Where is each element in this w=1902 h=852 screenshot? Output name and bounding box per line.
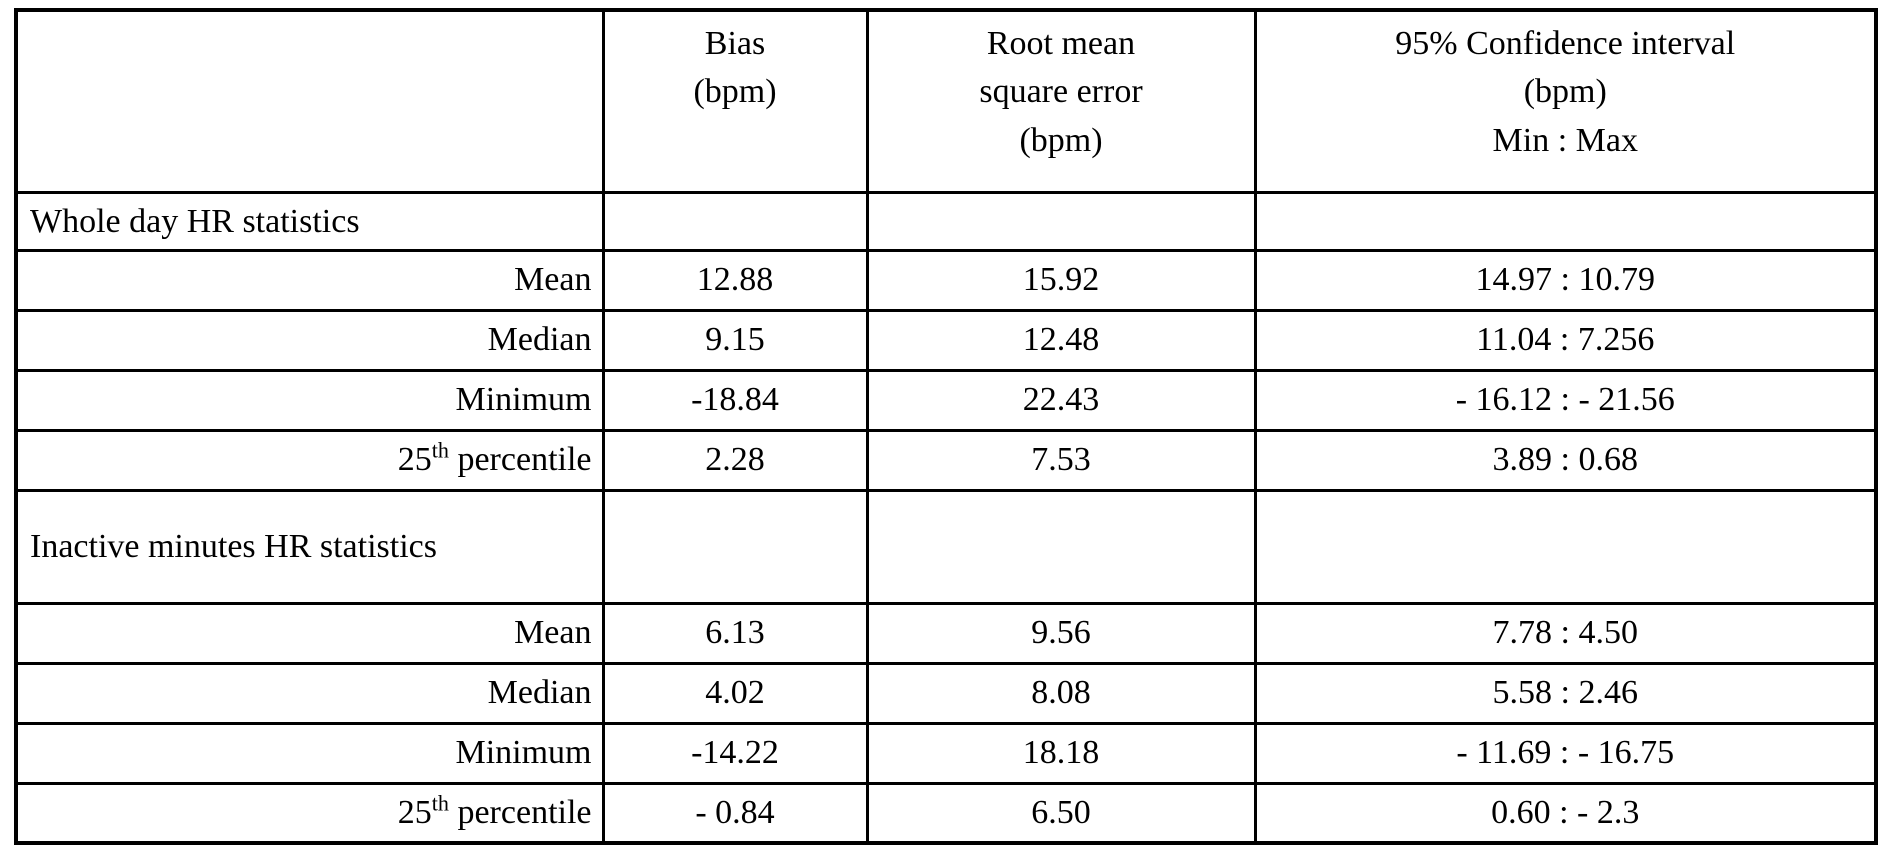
bias-value: 4.02 [601, 661, 869, 725]
section-title: Whole day HR statistics [14, 190, 605, 252]
bias-value: 12.88 [601, 248, 869, 312]
rmse-value: 6.50 [865, 781, 1257, 845]
row-label-percentile: 25th percentile [14, 428, 605, 492]
ci-value: 11.04 : 7.256 [1253, 308, 1878, 372]
ci-value: 14.97 : 10.79 [1253, 248, 1878, 312]
ordinal-superscript: th [431, 437, 449, 463]
table-row: Median 4.02 8.08 5.58 : 2.46 [14, 661, 1878, 725]
rmse-value: 8.08 [865, 661, 1257, 725]
bias-value: 6.13 [601, 601, 869, 665]
rmse-value: 12.48 [865, 308, 1257, 372]
table-row: Mean 6.13 9.56 7.78 : 4.50 [14, 601, 1878, 665]
rmse-value: 9.56 [865, 601, 1257, 665]
ci-value: - 16.12 : - 21.56 [1253, 368, 1878, 432]
bias-value: -14.22 [601, 721, 869, 785]
table-header-row: Bias (bpm) Root mean square error (bpm) … [14, 8, 1878, 194]
header-empty-cell [14, 8, 605, 194]
empty-cell [865, 190, 1257, 252]
table-row: Minimum -14.22 18.18 - 11.69 : - 16.75 [14, 721, 1878, 785]
bias-value: 9.15 [601, 308, 869, 372]
section-row-inactive-minutes: Inactive minutes HR statistics [14, 488, 1878, 605]
bias-value: -18.84 [601, 368, 869, 432]
header-rmse: Root mean square error (bpm) [865, 8, 1257, 194]
percentile-word: percentile [448, 441, 592, 478]
rmse-value: 7.53 [865, 428, 1257, 492]
row-label: Median [14, 308, 605, 372]
bias-value: 2.28 [601, 428, 869, 492]
row-label: Minimum [14, 368, 605, 432]
ci-value: 5.58 : 2.46 [1253, 661, 1878, 725]
empty-cell [601, 488, 869, 605]
row-label: Median [14, 661, 605, 725]
ci-value: 7.78 : 4.50 [1253, 601, 1878, 665]
empty-cell [1253, 488, 1878, 605]
header-confidence-interval: 95% Confidence interval (bpm) Min : Max [1253, 8, 1878, 194]
table-row: Minimum -18.84 22.43 - 16.12 : - 21.56 [14, 368, 1878, 432]
table-row: 25th percentile 2.28 7.53 3.89 : 0.68 [14, 428, 1878, 492]
ci-value: 3.89 : 0.68 [1253, 428, 1878, 492]
header-bias: Bias (bpm) [601, 8, 869, 194]
empty-cell [601, 190, 869, 252]
row-label: Mean [14, 601, 605, 665]
row-label: Mean [14, 248, 605, 312]
percentile-number: 25 [397, 793, 432, 831]
rmse-value: 22.43 [865, 368, 1257, 432]
empty-cell [1253, 190, 1878, 252]
section-row-whole-day: Whole day HR statistics [14, 190, 1878, 252]
ci-value: - 11.69 : - 16.75 [1253, 721, 1878, 785]
empty-cell [865, 488, 1257, 605]
section-title: Inactive minutes HR statistics [14, 488, 605, 605]
table-row: 25th percentile - 0.84 6.50 0.60 : - 2.3 [14, 781, 1878, 845]
rmse-value: 18.18 [865, 721, 1257, 785]
table-row: Mean 12.88 15.92 14.97 : 10.79 [14, 248, 1878, 312]
rmse-value: 15.92 [865, 248, 1257, 312]
ci-value: 0.60 : - 2.3 [1253, 781, 1878, 845]
ordinal-superscript: th [431, 790, 449, 816]
hr-statistics-table: Bias (bpm) Root mean square error (bpm) … [14, 8, 1878, 845]
bias-value: - 0.84 [601, 781, 869, 845]
percentile-word: percentile [448, 793, 592, 831]
table-row: Median 9.15 12.48 11.04 : 7.256 [14, 308, 1878, 372]
percentile-number: 25 [397, 441, 432, 478]
row-label-percentile: 25th percentile [14, 781, 605, 845]
row-label: Minimum [14, 721, 605, 785]
